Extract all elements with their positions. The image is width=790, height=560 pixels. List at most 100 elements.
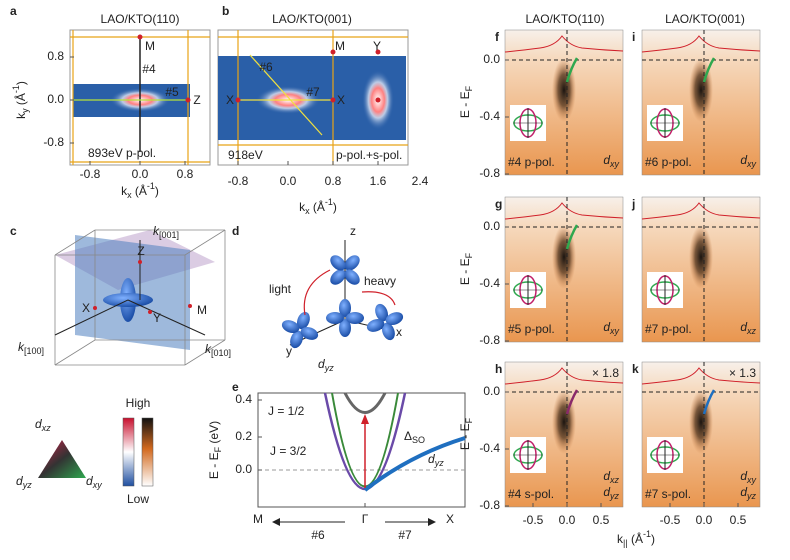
text-part: E - E [458, 91, 472, 118]
arrow-head [428, 518, 436, 526]
panel-title: LAO/KTO(001) [272, 12, 352, 26]
panel-letter: c [10, 224, 17, 238]
orbital-label: dxz [603, 469, 619, 485]
x-tick-label: 0.5 [730, 513, 747, 527]
lobe [381, 322, 395, 341]
panel-letter: g [495, 197, 502, 211]
lobe [330, 269, 346, 285]
text-part: d [603, 153, 610, 167]
cut-label: #6 p-pol. [645, 155, 692, 169]
dispersion [702, 57, 716, 83]
cut-label: #4 p-pol. [508, 155, 555, 169]
x-tick-label: 0.0 [132, 167, 149, 181]
text-part: SO [412, 435, 425, 445]
text-part: xy [92, 480, 103, 490]
lobe [344, 269, 360, 285]
text-part: d [740, 320, 747, 334]
edc [504, 35, 624, 53]
text-part: (eV) [207, 421, 221, 447]
text-part: xz [746, 326, 757, 336]
axis-label: y [286, 344, 292, 358]
edc [641, 35, 761, 53]
point-label: X [82, 301, 90, 315]
text-part: F [464, 85, 474, 91]
legend-label: dyz [16, 474, 32, 490]
point [148, 310, 152, 314]
caption: 918eV [228, 148, 263, 162]
point-label: M [197, 303, 207, 317]
dispersion [565, 389, 579, 415]
dispersion [565, 224, 579, 250]
label: light [269, 282, 292, 296]
text-part: (Å [13, 93, 28, 108]
scale-label: × 1.8 [592, 366, 619, 380]
band [363, 436, 466, 492]
cut-label: #7 p-pol. [645, 322, 692, 336]
orbital-label: dyz [740, 485, 756, 501]
arrow-head [361, 414, 369, 424]
y-tick-label: 0.0 [483, 384, 500, 398]
spectral-weight [689, 225, 713, 289]
text-part: d [603, 469, 610, 483]
point [188, 304, 192, 308]
y-tick-label: -0.4 [479, 441, 500, 455]
point-label: Y [373, 39, 381, 53]
text-part: yz [746, 491, 757, 501]
x-tick-label: X [446, 512, 454, 526]
x-tick-label: 0.0 [280, 174, 297, 188]
orbital [326, 299, 364, 337]
line [249, 54, 323, 136]
axis-label: z [350, 224, 356, 238]
point [137, 34, 143, 40]
y-tick-label: 0.0 [483, 219, 500, 233]
x-tick-label: -0.8 [80, 167, 101, 181]
text-part: -1 [325, 197, 333, 207]
x-tick-label: 0.0 [559, 513, 576, 527]
x-axis-label: kx (Å-1) [299, 197, 337, 216]
point-label: X [337, 93, 345, 107]
y-tick-label: 0.0 [483, 52, 500, 66]
orbital-label: dxz [740, 320, 756, 336]
panel-letter: h [495, 362, 502, 376]
text-part: d [603, 485, 610, 499]
gap-label: ΔSO [404, 429, 425, 445]
axis-label: k[001] [153, 224, 179, 240]
edc [504, 367, 624, 385]
panel-title: LAO/KTO(110) [101, 12, 180, 26]
text-part: ) [155, 184, 159, 198]
orbital-label: dyz [318, 357, 334, 373]
lobe [346, 312, 364, 324]
text-part: d [86, 474, 93, 488]
y-tick-label: -0.4 [479, 109, 500, 123]
x-tick-label: 0.8 [177, 167, 194, 181]
text-part: xz [41, 423, 52, 433]
text-part: E - E [458, 258, 472, 285]
lobe [330, 255, 346, 271]
panel-title: LAO/KTO(110) [526, 12, 605, 26]
x-tick-label: -0.5 [660, 513, 681, 527]
panel-letter: a [10, 4, 17, 18]
orbital-label: dyz [603, 485, 619, 501]
cut-label: #5 [165, 85, 179, 99]
lobe [290, 330, 304, 349]
orbital-label: dxy [740, 153, 756, 169]
lobe [300, 326, 319, 340]
y-axis-label: E - EF [458, 417, 474, 450]
text-part: d [16, 474, 23, 488]
point-label: Z [193, 93, 200, 107]
point-label: Z [137, 244, 144, 258]
axis-label: k[010] [205, 342, 231, 358]
text-part: yz [434, 458, 445, 468]
text-part: F [464, 417, 474, 423]
text-part: xy [746, 475, 757, 485]
text-part: ) [651, 532, 655, 546]
y-tick-label: -0.4 [479, 276, 500, 290]
cut-label: #7 [398, 528, 412, 542]
y-tick-label: 0.2 [235, 429, 252, 443]
text-part: (Å [132, 183, 147, 198]
point [235, 97, 241, 103]
cut-label: #4 [142, 62, 156, 76]
point [330, 49, 336, 55]
orbital [281, 311, 319, 349]
axis-label: k[100] [18, 340, 44, 356]
